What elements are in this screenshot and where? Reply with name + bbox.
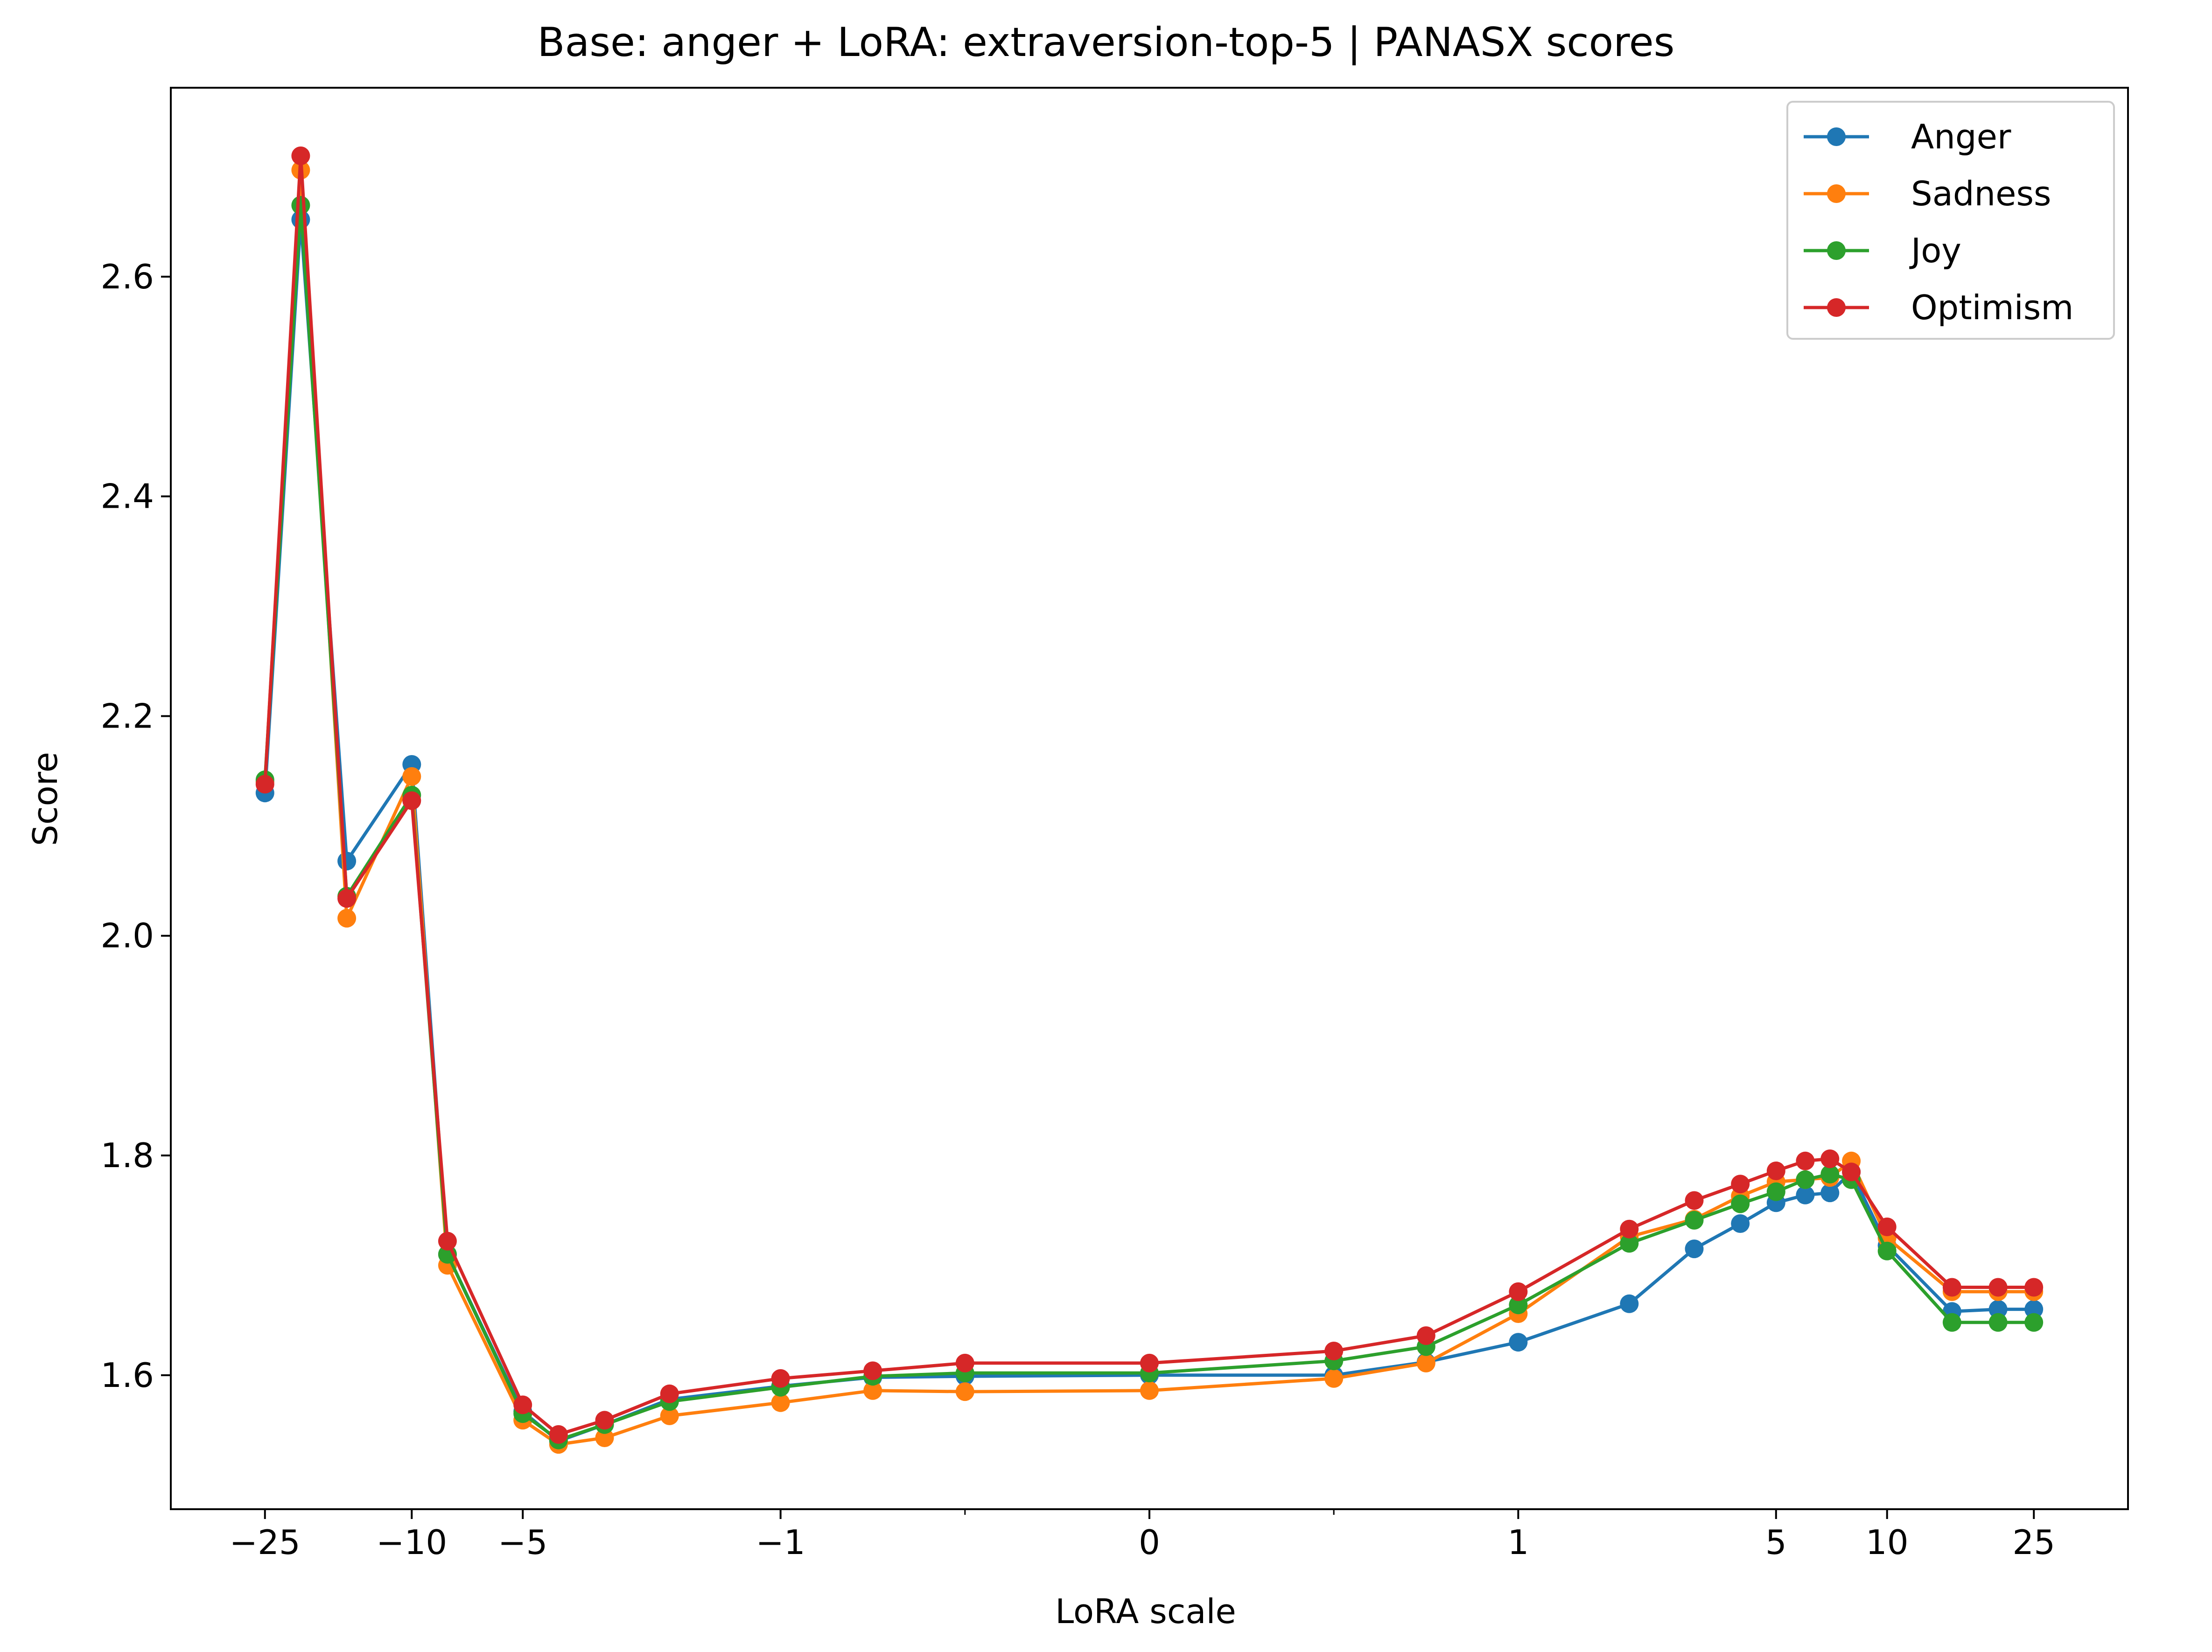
data-point-sadness (863, 1381, 882, 1400)
data-point-joy (1620, 1234, 1639, 1253)
data-point-optimism (595, 1411, 614, 1430)
data-point-sadness (1324, 1369, 1344, 1388)
data-point-optimism (1324, 1342, 1344, 1360)
data-point-optimism (863, 1361, 882, 1380)
legend-item-sadness: Sadness (1804, 174, 2051, 213)
data-point-optimism (438, 1232, 457, 1251)
legend-item-joy: Joy (1804, 231, 1961, 270)
data-point-optimism (1685, 1191, 1704, 1210)
y-tick-label: 1.6 (100, 1356, 154, 1395)
y-tick-label: 2.4 (100, 477, 154, 516)
data-point-optimism (1140, 1353, 1159, 1372)
data-point-optimism (1509, 1282, 1528, 1301)
legend-item-anger: Anger (1804, 117, 2011, 156)
data-point-optimism (1766, 1162, 1785, 1180)
data-point-joy (291, 196, 310, 215)
y-tick-label: 2.2 (100, 696, 154, 735)
x-tick-label: −25 (230, 1523, 301, 1562)
y-tick-label: 2.0 (100, 916, 154, 955)
data-point-optimism (402, 791, 421, 810)
legend: Anger Sadness Joy Optimism (1786, 101, 2115, 340)
data-point-joy (1877, 1241, 1897, 1260)
data-point-joy (1942, 1313, 1961, 1332)
data-point-optimism (549, 1425, 568, 1444)
data-point-sadness (1140, 1381, 1159, 1400)
data-point-anger (1509, 1333, 1528, 1352)
legend-label: Anger (1911, 117, 2011, 156)
series-optimism (255, 146, 2044, 1444)
data-point-optimism (255, 775, 274, 794)
plot-frame (170, 87, 2129, 1510)
data-point-anger (337, 852, 357, 871)
x-tick-label: 5 (1765, 1523, 1787, 1562)
data-point-anger (2024, 1300, 2044, 1319)
data-point-anger (1796, 1185, 1815, 1204)
data-point-joy (1766, 1182, 1785, 1201)
data-point-optimism (771, 1369, 790, 1388)
legend-item-optimism: Optimism (1804, 288, 2073, 327)
legend-box (1786, 101, 2115, 340)
legend-label: Joy (1909, 231, 1961, 270)
data-point-anger (1685, 1239, 1704, 1259)
data-point-sadness (1416, 1353, 1435, 1372)
data-point-joy (1685, 1211, 1704, 1230)
chart-title: Base: anger + LoRA: extraversion-top-5 |… (538, 19, 1675, 66)
x-tick-label: 25 (2012, 1523, 2055, 1562)
data-point-joy (2024, 1313, 2044, 1332)
x-tick-label: 1 (1507, 1523, 1529, 1562)
legend-marker (1827, 184, 1846, 203)
data-point-optimism (1416, 1326, 1435, 1345)
data-point-optimism (337, 889, 357, 908)
x-tick-label: −10 (376, 1523, 447, 1562)
data-point-optimism (1942, 1278, 1961, 1297)
data-point-joy (1509, 1295, 1528, 1315)
data-point-optimism (955, 1353, 974, 1372)
legend-marker (1827, 127, 1846, 146)
data-point-sadness (337, 909, 357, 928)
data-point-sadness (955, 1382, 974, 1401)
data-point-sadness (402, 767, 421, 786)
data-point-optimism (513, 1395, 532, 1414)
data-point-joy (1820, 1165, 1840, 1183)
data-point-optimism (1731, 1175, 1750, 1194)
plot-area (255, 146, 2044, 1454)
y-axis-ticks: 1.6 1.8 2.0 2.2 2.4 2.6 (100, 257, 171, 1395)
data-point-sadness (660, 1406, 679, 1425)
x-axis-label: LoRA scale (1055, 1592, 1236, 1631)
y-tick-label: 2.6 (100, 257, 154, 296)
y-axis-label: Score (26, 752, 65, 846)
data-point-anger (1820, 1183, 1840, 1203)
data-point-optimism (291, 146, 310, 165)
x-tick-label: 10 (1866, 1523, 1909, 1562)
data-point-joy (1796, 1170, 1815, 1189)
data-point-anger (1620, 1294, 1639, 1313)
data-point-optimism (1796, 1151, 1815, 1170)
legend-marker (1827, 298, 1846, 317)
x-tick-label: −1 (756, 1523, 805, 1562)
legend-marker (1827, 241, 1846, 260)
legend-label: Optimism (1911, 288, 2073, 327)
data-point-optimism (1877, 1218, 1897, 1236)
data-point-anger (1731, 1214, 1750, 1233)
legend-label: Sadness (1911, 174, 2051, 213)
data-point-sadness (595, 1428, 614, 1447)
data-point-optimism (2024, 1278, 2044, 1297)
x-tick-label: −5 (498, 1523, 547, 1562)
x-axis-ticks: −25 −10 −5 −1 0 1 5 10 25 (230, 1509, 2055, 1562)
data-point-optimism (1820, 1149, 1840, 1169)
data-point-anger (1988, 1300, 2008, 1319)
data-point-joy (1988, 1313, 2008, 1332)
y-tick-label: 1.8 (100, 1136, 154, 1175)
data-point-optimism (660, 1384, 679, 1403)
data-point-joy (1731, 1194, 1750, 1213)
data-point-sadness (771, 1393, 790, 1412)
x-tick-label: 0 (1139, 1523, 1160, 1562)
data-point-optimism (1842, 1162, 1861, 1182)
data-point-optimism (1988, 1278, 2008, 1297)
data-point-optimism (1620, 1219, 1639, 1239)
